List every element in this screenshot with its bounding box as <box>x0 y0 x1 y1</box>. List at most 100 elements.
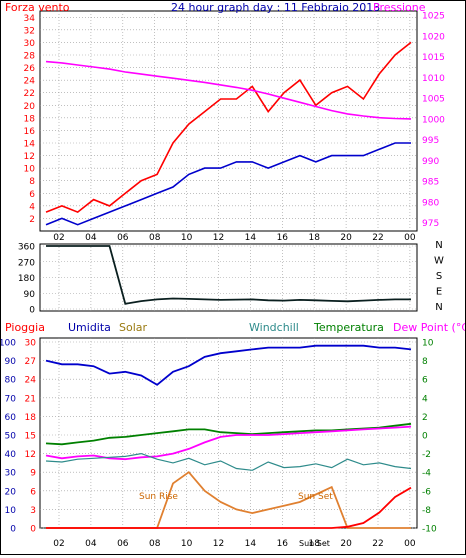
wind-tick-label: 22 <box>24 89 35 99</box>
humidity-tick-label: 10 <box>5 506 17 516</box>
celsius-tick-label: -4 <box>422 469 431 479</box>
wind-tick-label: 14 <box>24 140 36 150</box>
rain-tick-label: 6 <box>30 487 36 497</box>
x-tick-label: 08 <box>149 233 161 243</box>
wind-tick-label: 20 <box>24 102 36 112</box>
pressure-tick-label: 1025 <box>422 12 445 22</box>
celsius-tick-label: 4 <box>422 394 428 404</box>
rain-tick-label: 24 <box>25 376 37 386</box>
celsius-tick-label: 0 <box>422 432 428 442</box>
direction-tick-label: 360 <box>18 243 35 253</box>
humidity-tick-label: 40 <box>5 450 17 460</box>
series-label: Dew Point (°C) <box>393 321 465 334</box>
series-umidita-line <box>45 344 412 386</box>
rain-tick-label: 18 <box>25 413 37 423</box>
pressure-tick-label: 995 <box>422 136 439 146</box>
rain-tick-label: 9 <box>30 469 36 479</box>
rain-tick-label: 3 <box>30 506 36 516</box>
x-tick-label: 16 <box>277 233 289 243</box>
x-tick-label: 22 <box>372 233 383 243</box>
x-tick-label: 02 <box>53 233 64 243</box>
celsius-tick-label: -2 <box>422 450 431 460</box>
series-wind-line <box>45 142 411 226</box>
x-tick-label: 00 <box>404 539 416 549</box>
wind-tick-label: 24 <box>24 77 36 87</box>
pressure-tick-label: 975 <box>422 219 439 229</box>
direction-tick-label: 90 <box>24 290 36 300</box>
compass-label: N <box>435 240 442 251</box>
humidity-tick-label: 0 <box>10 525 16 535</box>
rain-tick-label: 0 <box>30 525 36 535</box>
rain-tick-label: 27 <box>25 357 36 367</box>
humidity-tick-label: 100 <box>1 339 16 349</box>
x-tick-label: 06 <box>117 539 129 549</box>
x-tick-label: 06 <box>117 233 129 243</box>
wind-tick-label: 28 <box>24 52 36 62</box>
wind-tick-label: 6 <box>29 190 35 200</box>
x-tick-label: 10 <box>181 233 193 243</box>
wind-axis-label: Forza vento <box>5 1 70 14</box>
series-temperatura-line <box>45 422 412 446</box>
pressure-tick-label: 980 <box>422 198 439 208</box>
humidity-tick-label: 70 <box>5 394 17 404</box>
x-tick-label: 20 <box>340 539 352 549</box>
wind-tick-label: 16 <box>24 127 36 137</box>
pressure-tick-label: 1000 <box>422 115 445 125</box>
wind-tick-label: 18 <box>24 114 36 124</box>
sun-annotation: Sun Set <box>298 492 333 502</box>
compass-label: W <box>434 256 444 267</box>
celsius-tick-label: -6 <box>422 487 431 497</box>
humidity-tick-label: 80 <box>5 376 17 386</box>
wind-tick-label: 10 <box>24 165 36 175</box>
series-windchill-line <box>45 452 412 471</box>
celsius-tick-label: 2 <box>422 413 428 423</box>
x-tick-label: 12 <box>213 233 224 243</box>
series-label: Solar <box>119 321 148 334</box>
sun-annotation: Sun Set <box>299 539 330 548</box>
wind-tick-label: 12 <box>24 152 35 162</box>
rain-tick-label: 15 <box>25 432 36 442</box>
x-tick-label: 18 <box>308 233 320 243</box>
x-tick-label: 10 <box>181 539 193 549</box>
celsius-tick-label: 8 <box>422 357 428 367</box>
humidity-tick-label: 30 <box>5 469 17 479</box>
direction-tick-label: 270 <box>18 258 35 268</box>
x-tick-label: 04 <box>85 539 97 549</box>
wind-tick-label: 2 <box>29 215 35 225</box>
wind-plot-area <box>39 10 418 232</box>
celsius-tick-label: -8 <box>422 506 431 516</box>
series-gust-line <box>45 41 412 214</box>
celsius-tick-label: -10 <box>422 525 437 535</box>
celsius-tick-label: 6 <box>422 376 428 386</box>
celsius-tick-label: 10 <box>422 339 434 349</box>
series-label: Windchill <box>249 321 299 334</box>
compass-label: N <box>435 302 442 313</box>
pressure-tick-label: 1010 <box>422 74 445 84</box>
sun-annotation: Sun Rise <box>139 492 178 502</box>
x-tick-label: 08 <box>149 539 161 549</box>
compass-label: E <box>436 287 442 298</box>
direction-tick-label: 0 <box>29 306 35 316</box>
pressure-tick-label: 1020 <box>422 32 445 42</box>
x-tick-label: 04 <box>85 233 97 243</box>
pressure-tick-label: 1015 <box>422 53 445 63</box>
series-label: Umidita <box>68 321 111 334</box>
wind-tick-label: 8 <box>29 177 35 187</box>
series-pressione-line <box>45 60 412 120</box>
pressure-tick-label: 1005 <box>422 95 445 105</box>
series-label: Temperatura <box>313 321 384 334</box>
x-tick-label: 18 <box>308 539 320 549</box>
wind-tick-label: 34 <box>24 14 36 24</box>
pressure-tick-label: 985 <box>422 178 439 188</box>
pressure-axis-label: Pressione <box>373 1 426 14</box>
x-tick-label: 14 <box>245 539 257 549</box>
rain-tick-label: 21 <box>25 394 36 404</box>
compass-label: S <box>436 271 442 282</box>
chart-title: 24 hour graph day : 11 Febbraio 2013 <box>171 1 380 14</box>
series-pioggia-line <box>46 486 412 529</box>
x-tick-label: 00 <box>404 233 416 243</box>
